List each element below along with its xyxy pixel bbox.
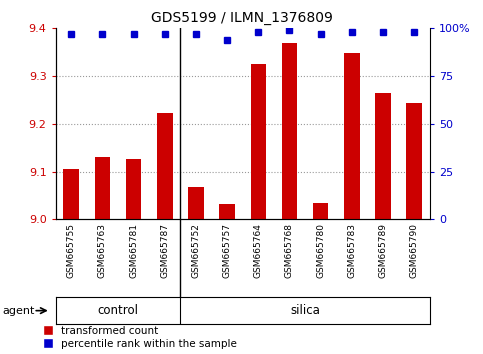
Text: GSM665790: GSM665790 [410, 223, 419, 278]
Bar [375, 93, 391, 219]
Text: GSM665763: GSM665763 [98, 223, 107, 278]
Text: GSM665755: GSM665755 [67, 223, 76, 278]
Text: GSM665787: GSM665787 [160, 223, 169, 278]
Text: GSM665783: GSM665783 [347, 223, 356, 278]
Bar [95, 157, 110, 219]
Text: GSM665780: GSM665780 [316, 223, 325, 278]
Bar [282, 43, 298, 219]
Text: GSM665752: GSM665752 [191, 223, 200, 278]
Bar [157, 113, 172, 219]
Text: silica: silica [290, 304, 320, 317]
Text: GSM665764: GSM665764 [254, 223, 263, 278]
Bar [219, 204, 235, 219]
Text: control: control [98, 304, 139, 317]
Bar [313, 203, 328, 219]
Bar [344, 53, 360, 219]
Text: GSM665781: GSM665781 [129, 223, 138, 278]
Bar [188, 187, 204, 219]
Text: GSM665768: GSM665768 [285, 223, 294, 278]
Text: GSM665757: GSM665757 [223, 223, 232, 278]
Bar [407, 103, 422, 219]
Text: GSM665789: GSM665789 [379, 223, 387, 278]
Text: GDS5199 / ILMN_1376809: GDS5199 / ILMN_1376809 [151, 11, 332, 25]
Text: agent: agent [2, 306, 35, 316]
Bar [126, 159, 142, 219]
Bar [251, 64, 266, 219]
Legend: transformed count, percentile rank within the sample: transformed count, percentile rank withi… [44, 326, 236, 349]
Bar [63, 169, 79, 219]
